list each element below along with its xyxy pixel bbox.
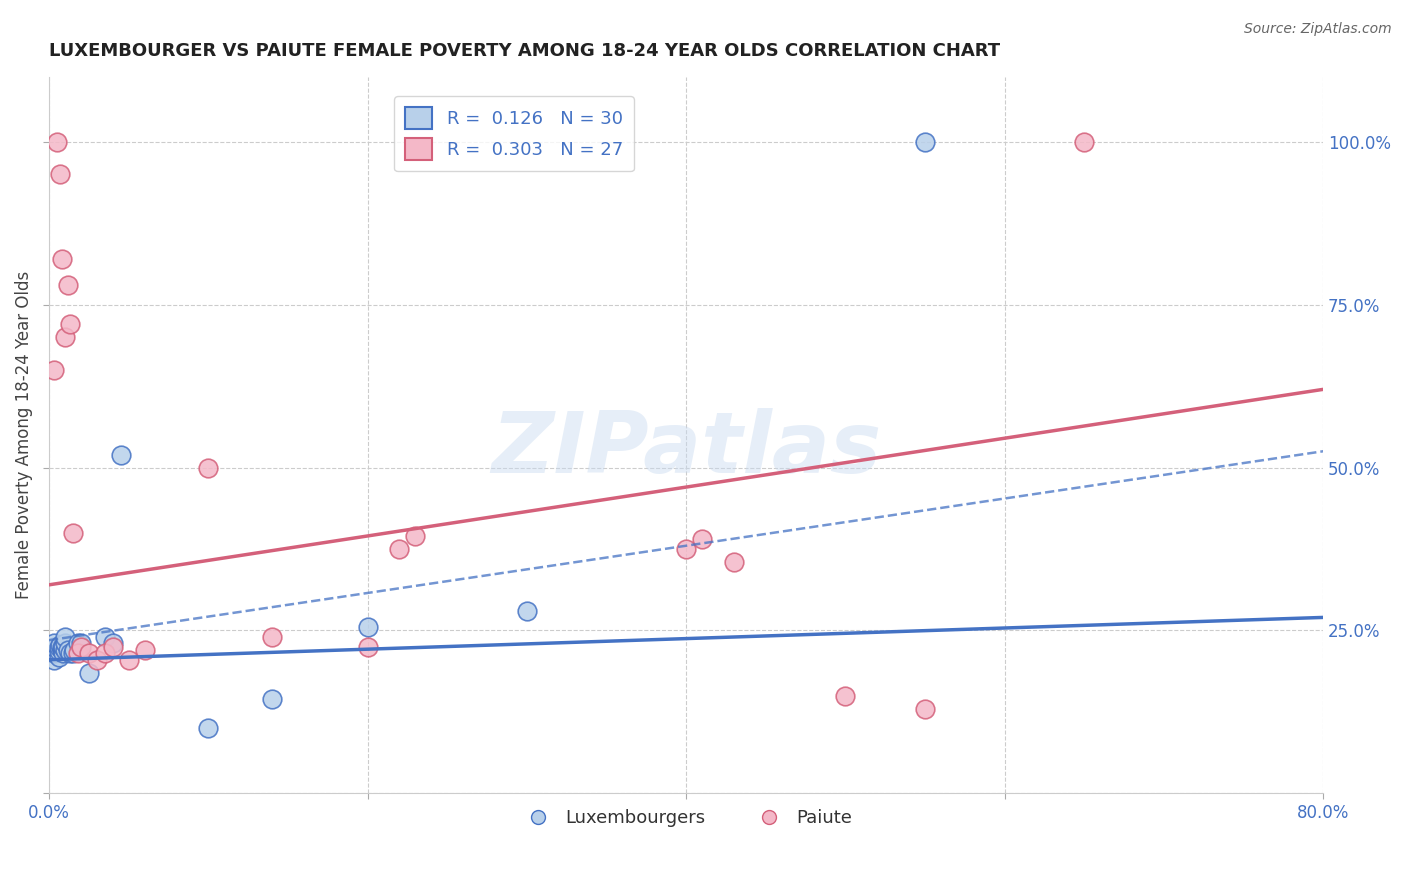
Point <box>690 533 713 547</box>
Point <box>101 636 124 650</box>
Y-axis label: Female Poverty Among 18-24 Year Olds: Female Poverty Among 18-24 Year Olds <box>15 271 32 599</box>
Point <box>388 541 411 556</box>
Point <box>117 653 139 667</box>
Point <box>134 643 156 657</box>
Point <box>101 640 124 654</box>
Text: Source: ZipAtlas.com: Source: ZipAtlas.com <box>1244 22 1392 37</box>
Point <box>675 541 697 556</box>
Point <box>77 646 100 660</box>
Point <box>42 640 65 654</box>
Point <box>260 691 283 706</box>
Point <box>93 630 115 644</box>
Point <box>62 646 84 660</box>
Point <box>86 653 108 667</box>
Point <box>1073 135 1095 149</box>
Point <box>45 135 67 149</box>
Point <box>51 643 73 657</box>
Point <box>93 646 115 660</box>
Text: ZIPatlas: ZIPatlas <box>491 408 882 491</box>
Point <box>48 640 70 654</box>
Point <box>69 636 91 650</box>
Point <box>197 721 219 735</box>
Point <box>516 604 538 618</box>
Point <box>197 460 219 475</box>
Point <box>356 620 378 634</box>
Point <box>59 646 82 660</box>
Point <box>53 643 76 657</box>
Point <box>356 640 378 654</box>
Point <box>53 636 76 650</box>
Point <box>56 643 79 657</box>
Point <box>52 646 75 660</box>
Point <box>110 448 132 462</box>
Legend: Luxembourgers, Paiute: Luxembourgers, Paiute <box>513 802 859 835</box>
Point <box>834 689 856 703</box>
Point <box>260 630 283 644</box>
Point <box>723 555 745 569</box>
Point <box>66 646 89 660</box>
Point <box>914 701 936 715</box>
Point <box>49 638 72 652</box>
Point <box>69 640 91 654</box>
Point <box>66 636 89 650</box>
Point <box>52 640 75 654</box>
Point <box>48 649 70 664</box>
Point <box>56 278 79 293</box>
Point <box>77 665 100 680</box>
Point <box>51 640 73 654</box>
Point <box>42 646 65 660</box>
Text: LUXEMBOURGER VS PAIUTE FEMALE POVERTY AMONG 18-24 YEAR OLDS CORRELATION CHART: LUXEMBOURGER VS PAIUTE FEMALE POVERTY AM… <box>49 42 1000 60</box>
Point <box>42 636 65 650</box>
Point <box>42 363 65 377</box>
Point <box>42 653 65 667</box>
Point <box>53 330 76 344</box>
Point <box>404 529 426 543</box>
Point <box>63 643 86 657</box>
Point <box>51 252 73 266</box>
Point <box>914 135 936 149</box>
Point <box>49 167 72 181</box>
Point <box>53 630 76 644</box>
Point <box>62 525 84 540</box>
Point <box>59 317 82 331</box>
Point <box>48 644 70 658</box>
